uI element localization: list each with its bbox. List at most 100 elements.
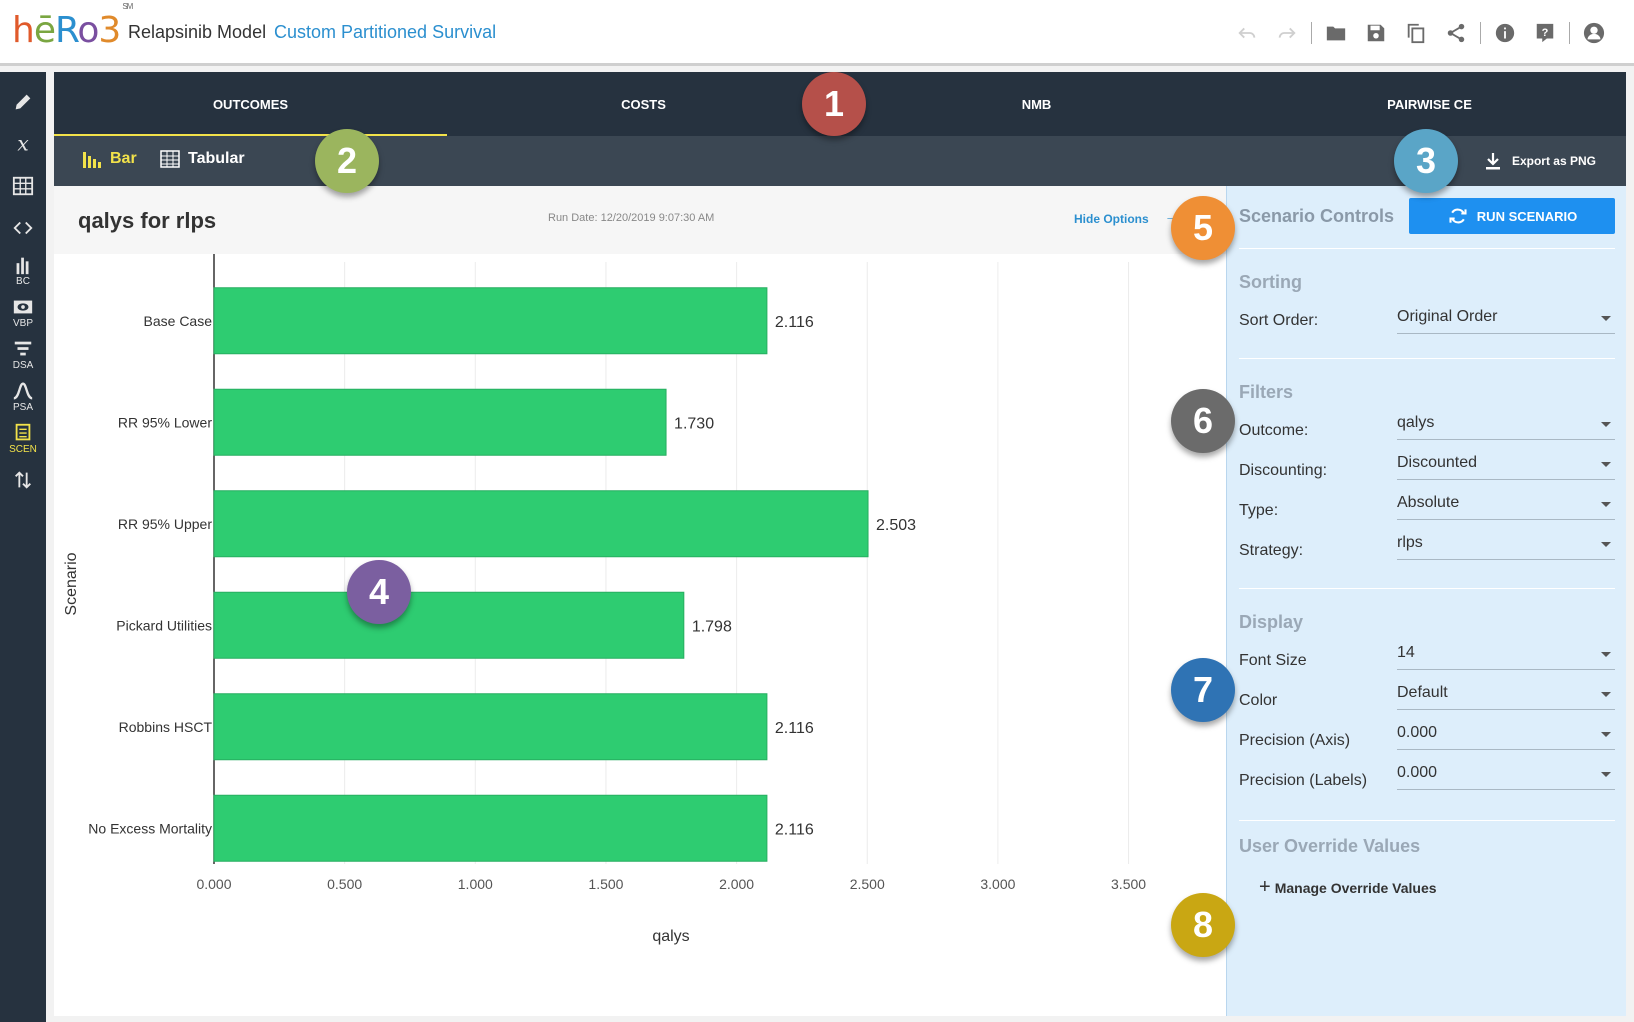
- data-label: 2.116: [775, 821, 814, 838]
- bar: [213, 388, 667, 456]
- tabular-view-button[interactable]: Tabular: [160, 150, 245, 168]
- precision-labels-value: 0.000: [1397, 764, 1438, 781]
- folder-icon[interactable]: [1316, 18, 1356, 48]
- tab-pairwise-ce[interactable]: PAIRWISE CE: [1387, 96, 1472, 112]
- data-label: 2.503: [876, 517, 916, 534]
- download-icon: [1485, 153, 1500, 170]
- sorting-heading: Sorting: [1239, 272, 1302, 292]
- model-name: Relapsinib Model: [128, 22, 267, 42]
- dropdown-caret-icon: [1601, 422, 1611, 427]
- sidebar-item-label: PSA: [12, 401, 33, 413]
- data-label: 1.730: [674, 415, 714, 432]
- font-size-select[interactable]: 14: [1397, 640, 1615, 670]
- share-icon[interactable]: [1436, 18, 1476, 48]
- save-icon[interactable]: [1356, 18, 1396, 48]
- dropdown-caret-icon: [1601, 542, 1611, 547]
- tab-nmb[interactable]: NMB: [1021, 96, 1052, 112]
- strategy-select[interactable]: rlps: [1397, 530, 1615, 560]
- tabular-view-label: Tabular: [188, 150, 245, 167]
- scenario-controls-panel: Scenario Controls RUN SCENARIO Sorting S…: [1226, 186, 1626, 1016]
- x-tick-label: 0.000: [196, 876, 231, 892]
- info-icon[interactable]: [1485, 18, 1525, 48]
- type-value: Absolute: [1397, 494, 1460, 511]
- user-override-heading: User Override Values: [1239, 836, 1421, 856]
- variable-x-icon: x: [17, 133, 29, 155]
- sort-order-select[interactable]: Original Order: [1397, 304, 1615, 334]
- hide-options-link[interactable]: Hide Options: [1074, 212, 1149, 226]
- chart-area: qalys for rlps Run Date: 12/20/2019 9:07…: [54, 186, 1226, 1016]
- toolbar-divider: [1480, 22, 1481, 44]
- category-label: Robbins HSCT: [119, 719, 213, 735]
- view-toolbar: Bar Tabular Export as PNG: [54, 136, 1626, 186]
- logo-letter-h: h: [12, 10, 35, 51]
- undo-icon[interactable]: [1227, 18, 1267, 48]
- sidebar-item-psa[interactable]: PSA: [0, 376, 46, 416]
- type-label: Type:: [1239, 502, 1279, 519]
- dropdown-caret-icon: [1601, 462, 1611, 467]
- y-axis-title: Scenario: [63, 552, 80, 615]
- strategy-value: rlps: [1397, 534, 1423, 551]
- sidebar-item-tables[interactable]: [0, 166, 46, 206]
- tab-costs[interactable]: COSTS: [621, 96, 666, 112]
- precision-axis-label: Precision (Axis): [1239, 732, 1351, 749]
- precision-axis-select[interactable]: 0.000: [1397, 720, 1615, 750]
- type-select[interactable]: Absolute: [1397, 490, 1615, 520]
- color-select[interactable]: Default: [1397, 680, 1615, 710]
- svg-text:x: x: [17, 133, 29, 155]
- sidebar-item-code[interactable]: [0, 208, 46, 248]
- eye-icon: [13, 300, 33, 313]
- callout-badge: 2: [315, 129, 379, 193]
- outcome-select[interactable]: qalys: [1397, 410, 1615, 440]
- sidebar-item-edit[interactable]: [0, 82, 46, 122]
- help-icon[interactable]: ?: [1525, 18, 1565, 48]
- x-tick-label: 1.000: [458, 876, 493, 892]
- bar-view-button[interactable]: Bar: [82, 150, 137, 168]
- sidebar-item-vbp[interactable]: VBP: [0, 292, 46, 332]
- x-tick-label: 1.500: [588, 876, 623, 892]
- sidebar-item-variables[interactable]: x: [0, 124, 46, 164]
- category-label: No Excess Mortality: [88, 820, 212, 836]
- list-icon: [15, 423, 31, 440]
- filters-heading: Filters: [1239, 382, 1294, 402]
- copy-icon[interactable]: [1396, 18, 1436, 48]
- logo-letter-r: R: [54, 10, 78, 51]
- svg-text:?: ?: [1542, 27, 1549, 39]
- precision-axis-value: 0.000: [1397, 724, 1438, 741]
- callout-badge: 7: [1171, 658, 1235, 722]
- x-tick-label: 2.500: [850, 876, 885, 892]
- top-bar: hēRo3SM Relapsinib Model Custom Partitio…: [0, 0, 1634, 66]
- chart-header: qalys for rlps Run Date: 12/20/2019 9:07…: [54, 186, 1226, 254]
- export-label: Export as PNG: [1511, 154, 1596, 168]
- hero3-logo[interactable]: hēRo3SM: [12, 2, 133, 51]
- precision-labels-select[interactable]: 0.000: [1397, 760, 1615, 790]
- divider: [1239, 820, 1615, 821]
- sidebar-item-label: BC: [16, 275, 30, 287]
- pencil-icon: [15, 94, 31, 110]
- model-type-link[interactable]: Custom Partitioned Survival: [274, 22, 497, 42]
- export-png-button[interactable]: Export as PNG: [1484, 152, 1596, 170]
- tab-outcomes[interactable]: OUTCOMES: [54, 72, 447, 136]
- left-sidebar: x BC VBP DSA PSA SCEN: [0, 72, 46, 1022]
- logo-service-mark: SM: [122, 2, 133, 11]
- user-icon[interactable]: [1574, 18, 1614, 48]
- bar: [213, 591, 685, 659]
- strategy-label: Strategy:: [1239, 542, 1304, 559]
- discounting-select[interactable]: Discounted: [1397, 450, 1615, 480]
- font-size-value: 14: [1397, 644, 1415, 661]
- sidebar-item-dsa[interactable]: DSA: [0, 334, 46, 374]
- redo-icon[interactable]: [1267, 18, 1307, 48]
- color-label: Color: [1239, 692, 1278, 709]
- precision-labels-label: Precision (Labels): [1239, 772, 1368, 789]
- logo-digit-3: 3: [98, 10, 121, 51]
- sidebar-item-sort[interactable]: [0, 460, 46, 500]
- chart-title: qalys for rlps: [78, 208, 217, 233]
- manage-override-button[interactable]: + Manage Override Values: [1259, 876, 1437, 899]
- divider: [1239, 358, 1615, 359]
- code-icon: [13, 221, 33, 235]
- callout-badge: 8: [1171, 893, 1235, 957]
- x-tick-label: 0.500: [327, 876, 362, 892]
- sidebar-item-bc[interactable]: BC: [0, 250, 46, 290]
- sidebar-item-scen[interactable]: SCEN: [0, 418, 46, 458]
- run-scenario-button[interactable]: RUN SCENARIO: [1409, 198, 1615, 234]
- logo-letter-e: ē: [33, 10, 56, 51]
